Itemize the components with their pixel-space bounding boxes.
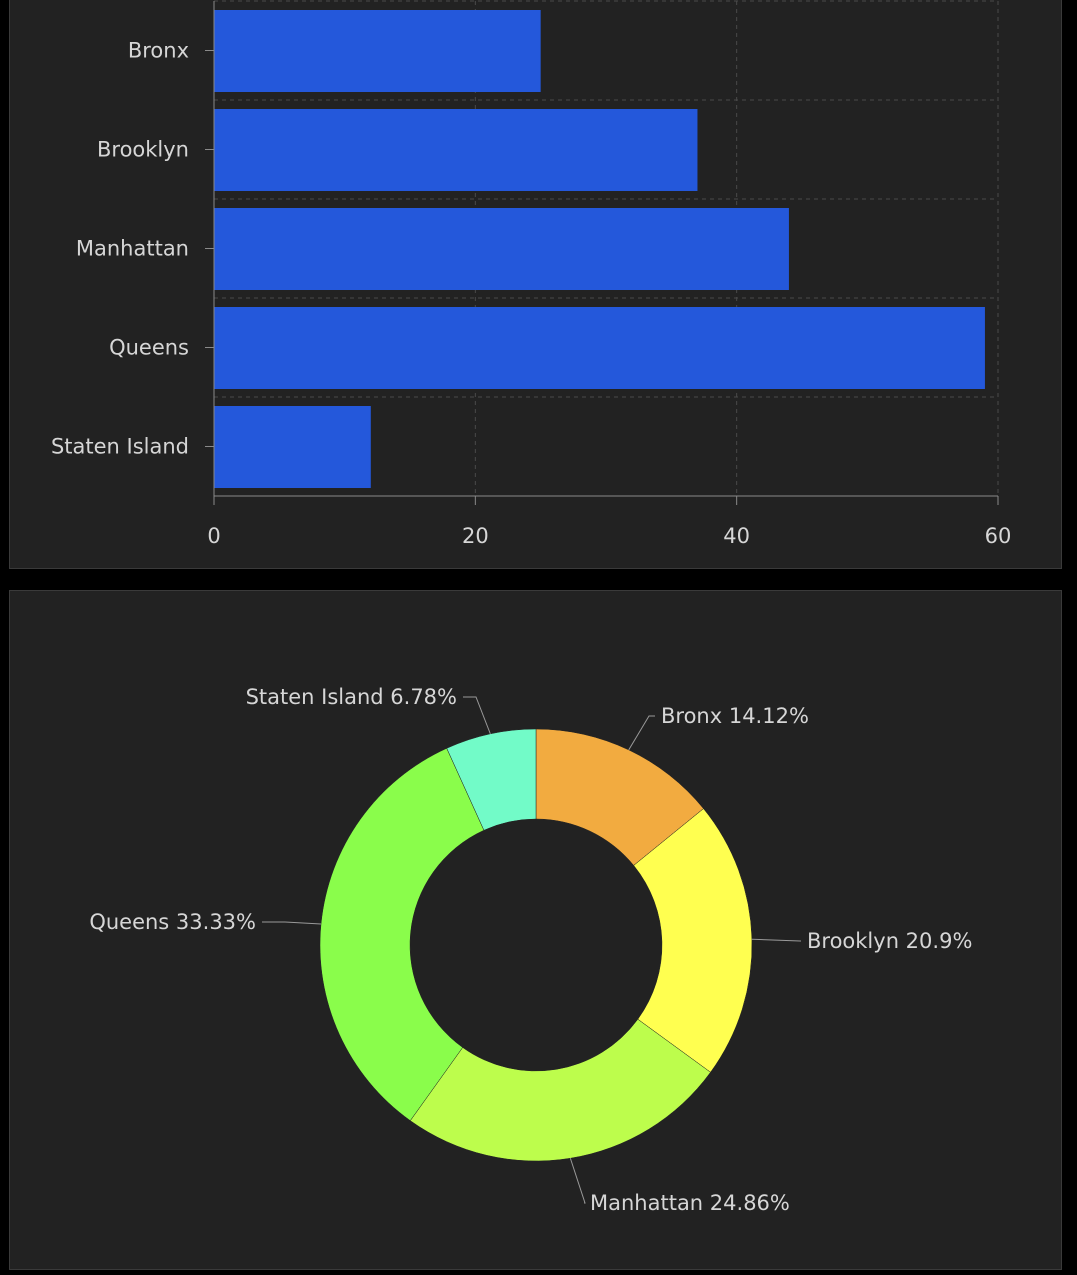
bar-chart-panel: Bronx Brooklyn Manhattan Queens Staten Islan… bbox=[9, 0, 1062, 569]
category-label-queens: Queens bbox=[109, 336, 189, 360]
category-label-manhattan: Manhattan bbox=[76, 237, 189, 261]
bar-queens[interactable] bbox=[214, 307, 985, 389]
slice-label-bronx: Bronx 14.12% bbox=[661, 704, 809, 728]
leader-line-staten-island bbox=[463, 696, 491, 735]
slice-brooklyn[interactable] bbox=[633, 808, 753, 1073]
slice-queens[interactable] bbox=[319, 747, 485, 1121]
category-label-staten-island: Staten Island bbox=[51, 435, 189, 459]
bar-staten-island[interactable] bbox=[214, 406, 371, 488]
donut-chart: Bronx 14.12% Brooklyn 20.9% Manhattan 24.8… bbox=[89, 685, 972, 1215]
bar-manhattan[interactable] bbox=[214, 208, 789, 290]
bar-brooklyn[interactable] bbox=[214, 109, 698, 191]
x-tick-label-60: 60 bbox=[985, 524, 1012, 548]
x-tick-label-0: 0 bbox=[207, 524, 220, 548]
slice-staten-island[interactable] bbox=[446, 728, 537, 831]
x-tick-label-20: 20 bbox=[462, 524, 489, 548]
slice-label-manhattan: Manhattan 24.86% bbox=[590, 1191, 790, 1215]
bar-bronx[interactable] bbox=[214, 10, 541, 92]
slice-label-queens: Queens 33.33% bbox=[89, 910, 256, 934]
x-tick-label-40: 40 bbox=[723, 524, 750, 548]
slice-manhattan[interactable] bbox=[409, 1018, 711, 1162]
slice-label-brooklyn: Brooklyn 20.9% bbox=[807, 929, 972, 953]
category-label-brooklyn: Brooklyn bbox=[97, 138, 189, 162]
donut-chart-panel: Bronx 14.12% Brooklyn 20.9% Manhattan 24.8… bbox=[9, 590, 1062, 1270]
leader-line-bronx bbox=[628, 715, 655, 751]
category-label-bronx: Bronx bbox=[128, 39, 189, 63]
leader-line-queens bbox=[262, 921, 322, 925]
leader-line-manhattan bbox=[569, 1158, 586, 1204]
leader-line-brooklyn bbox=[751, 938, 801, 942]
slice-label-staten-island: Staten Island 6.78% bbox=[246, 685, 457, 709]
bar-chart: Bronx Brooklyn Manhattan Queens Staten Islan… bbox=[51, 0, 1012, 548]
